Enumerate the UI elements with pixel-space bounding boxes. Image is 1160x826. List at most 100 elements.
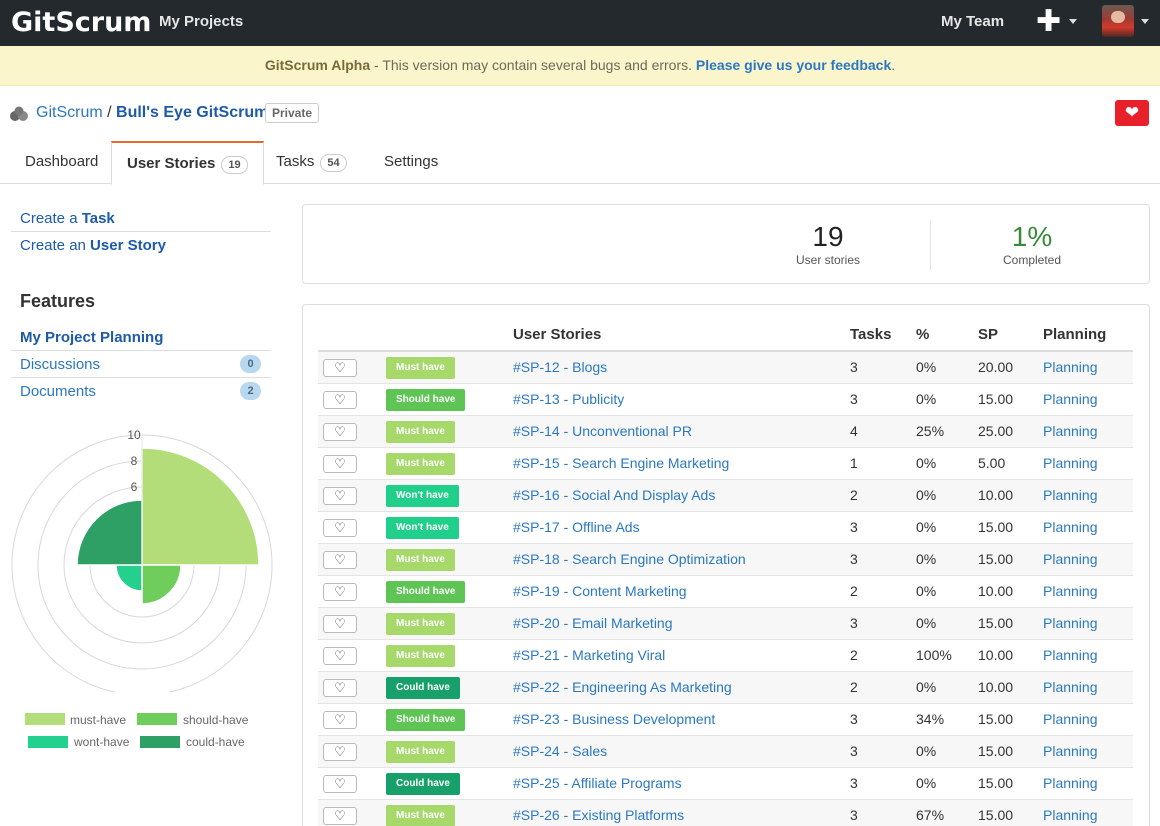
nav-my-projects[interactable]: My Projects [159, 13, 244, 30]
user-story-link[interactable]: #SP-19 - Content Marketing [513, 583, 687, 599]
col-header-percent[interactable]: % [916, 326, 930, 343]
user-story-link[interactable]: #SP-17 - Offline Ads [513, 519, 640, 535]
like-button[interactable]: ♡ [323, 583, 357, 601]
avatar[interactable] [1102, 5, 1134, 37]
col-header-tasks[interactable]: Tasks [850, 326, 892, 343]
planning-link[interactable]: Planning [1043, 775, 1098, 791]
like-button[interactable]: ♡ [323, 615, 357, 633]
like-button[interactable]: ♡ [323, 775, 357, 793]
like-button[interactable]: ♡ [323, 807, 357, 825]
heart-outline-icon: ♡ [334, 552, 346, 567]
plus-icon[interactable]: ✚ [1036, 5, 1062, 38]
percent-complete: 0% [916, 679, 937, 695]
planning-link[interactable]: Planning [1043, 711, 1098, 727]
user-story-link[interactable]: #SP-25 - Affiliate Programs [513, 775, 682, 791]
planning-link[interactable]: Planning [1043, 615, 1098, 631]
tasks-count: 3 [850, 807, 858, 823]
planning-link[interactable]: Planning [1043, 455, 1098, 471]
tab-dashboard[interactable]: Dashboard [25, 141, 98, 184]
user-story-link[interactable]: #SP-18 - Search Engine Optimization [513, 551, 746, 567]
story-points: 15.00 [978, 775, 1014, 791]
planning-link[interactable]: Planning [1043, 519, 1098, 535]
like-button[interactable]: ♡ [323, 455, 357, 473]
feature-my-project-planning[interactable]: My Project Planning [20, 329, 164, 346]
user-story-link[interactable]: #SP-21 - Marketing Viral [513, 647, 666, 663]
feedback-link[interactable]: Please give us your feedback [695, 57, 892, 73]
user-story-link[interactable]: #SP-24 - Sales [513, 743, 608, 759]
percent-complete: 100% [916, 647, 952, 663]
tab-label: Dashboard [25, 153, 99, 170]
tab-settings[interactable]: Settings [384, 141, 438, 184]
heart-outline-icon: ♡ [334, 744, 346, 759]
like-button[interactable]: ♡ [323, 743, 357, 761]
col-header-sp[interactable]: SP [978, 326, 999, 343]
priority-badge: Must have [386, 453, 455, 475]
planning-link[interactable]: Planning [1043, 423, 1098, 439]
chevron-down-icon[interactable] [1141, 19, 1149, 24]
user-story-link[interactable]: #SP-12 - Blogs [513, 359, 608, 375]
planning-link[interactable]: Planning [1043, 359, 1098, 375]
table-row: ♡ Must have #SP-20 - Email Marketing 3 0% 15.… [318, 608, 1133, 640]
tasks-count: 3 [850, 775, 858, 791]
planning-link[interactable]: Planning [1043, 807, 1098, 823]
planning-link[interactable]: Planning [1043, 679, 1098, 695]
feature-discussions[interactable]: Discussions [20, 356, 101, 373]
like-button[interactable]: ♡ [323, 519, 357, 537]
create-task-link[interactable]: Create a Task [20, 210, 115, 227]
like-button[interactable]: ♡ [323, 359, 357, 377]
story-points: 15.00 [978, 615, 1014, 631]
tasks-count: 3 [850, 359, 858, 375]
story-points: 25.00 [978, 423, 1014, 439]
link-bold: User Story [90, 237, 166, 254]
user-story-link[interactable]: #SP-16 - Social And Display Ads [513, 487, 716, 503]
like-button[interactable]: ♡ [323, 391, 357, 409]
priority-badge: Could have [386, 773, 460, 795]
user-story-link[interactable]: #SP-22 - Engineering As Marketing [513, 679, 732, 695]
features-title: Features [20, 291, 96, 311]
like-button[interactable]: ♡ [323, 647, 357, 665]
planning-link[interactable]: Planning [1043, 647, 1098, 663]
priority-badge: Should have [386, 581, 466, 603]
user-story-link[interactable]: #SP-13 - Publicity [513, 391, 625, 407]
user-story-link[interactable]: #SP-23 - Business Development [513, 711, 716, 727]
feature-documents[interactable]: Documents [20, 383, 96, 400]
user-story-link[interactable]: #SP-26 - Existing Platforms [513, 807, 685, 823]
planning-link[interactable]: Planning [1043, 551, 1098, 567]
priority-badge: Must have [386, 357, 455, 379]
user-story-link[interactable]: #SP-14 - Unconventional PR [513, 423, 692, 439]
col-header-planning[interactable]: Planning [1043, 326, 1107, 343]
table-header-divider [318, 350, 1133, 352]
slice-could-have[interactable] [76, 499, 143, 566]
stories-count-value: 19 [812, 221, 844, 252]
heart-outline-icon: ♡ [334, 488, 346, 503]
tab-user-stories[interactable]: User Stories 19 [111, 141, 264, 185]
like-button[interactable]: ♡ [323, 423, 357, 441]
like-button[interactable]: ♡ [323, 551, 357, 569]
user-story-link[interactable]: #SP-20 - Email Marketing [513, 615, 673, 631]
planning-link[interactable]: Planning [1043, 583, 1098, 599]
slice-must-have[interactable] [141, 447, 260, 566]
percent-complete: 0% [916, 743, 937, 759]
nav-my-team[interactable]: My Team [941, 13, 1005, 30]
breadcrumb-org[interactable]: GitScrum [36, 104, 103, 121]
planning-link[interactable]: Planning [1043, 487, 1098, 503]
table-row: ♡ Should have #SP-19 - Content Marketing 2 0… [318, 576, 1133, 608]
create-user-story-link[interactable]: Create an User Story [20, 237, 166, 254]
planning-link[interactable]: Planning [1043, 743, 1098, 759]
app-logo[interactable]: GitScrum [11, 7, 152, 38]
chevron-down-icon[interactable] [1069, 19, 1077, 24]
planning-link[interactable]: Planning [1043, 391, 1098, 407]
like-button[interactable]: ♡ [323, 679, 357, 697]
slice-should-have[interactable] [141, 564, 182, 605]
priority-badge: Must have [386, 613, 455, 635]
user-story-link[interactable]: #SP-15 - Search Engine Marketing [513, 455, 730, 471]
breadcrumb-project[interactable]: Bull's Eye GitScrum [116, 104, 269, 121]
like-button[interactable]: ♡ [323, 487, 357, 505]
divider [11, 377, 271, 378]
like-button[interactable]: ♡ [323, 711, 357, 729]
slice-wont-have[interactable] [115, 564, 143, 592]
favorite-button[interactable]: ❤ [1115, 100, 1149, 126]
col-header-user-stories[interactable]: User Stories [513, 326, 602, 343]
tab-tasks[interactable]: Tasks 54 [276, 141, 347, 184]
table-row: ♡ Must have #SP-15 - Search Engine Marketi… [318, 448, 1133, 480]
